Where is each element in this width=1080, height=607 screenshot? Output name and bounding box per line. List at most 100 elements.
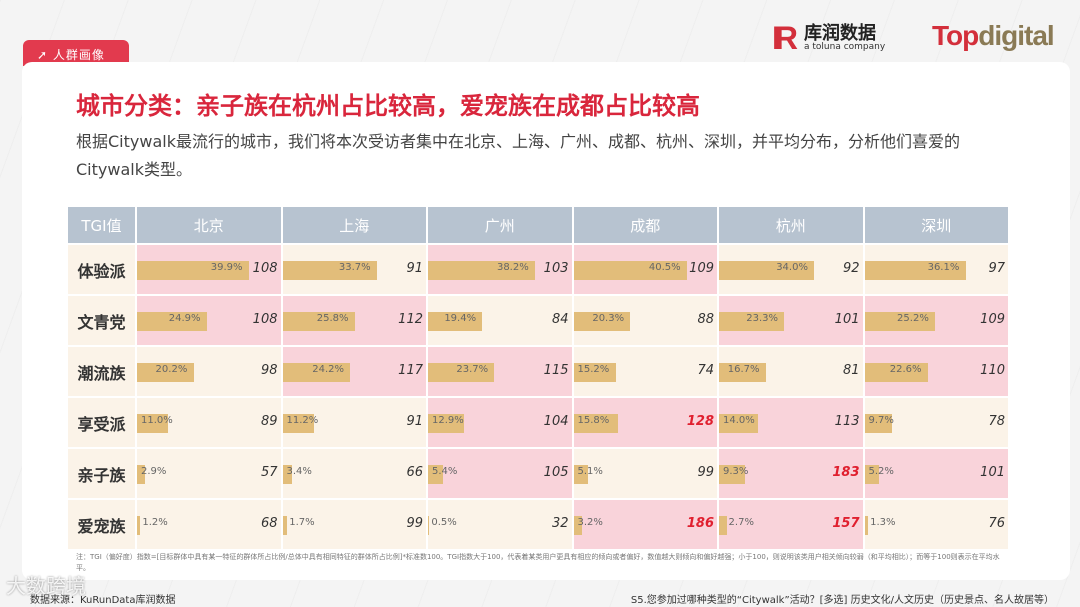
percent-bar [719,261,815,280]
percent-label: 5.2% [868,466,894,477]
data-cell: 24.9% 108 [135,296,281,345]
data-cell: 22.6% 110 [862,347,1008,396]
data-cell: 5.1% 99 [571,449,717,498]
percent-label: 11.0% [141,415,173,426]
data-cell: 25.2% 109 [862,296,1008,345]
data-cell: 20.3% 88 [571,296,717,345]
tgi-value: 68 [260,516,278,531]
percent-bar [282,414,314,433]
topdigital-logo: Top digital [932,20,1055,51]
percent-label: 24.2% [312,364,345,375]
percent-label: 16.7% [727,364,760,375]
data-cell: 36.1% 97 [862,245,1008,294]
watermark: 大数跨境 [6,574,86,598]
percent-bar [428,363,495,382]
percent-label: 25.8% [316,313,349,324]
percent-bar [719,516,727,535]
percent-label: 0.5% [431,517,457,528]
tgi-value: 81 [842,363,860,378]
tgi-value: 66 [406,465,423,480]
page-title: 城市分类：亲子族在杭州占比较高，爱宠族在成都占比较高 [76,92,700,120]
percent-label: 36.1% [927,262,960,273]
percent-bar [573,465,588,484]
percent-label: 5.4% [432,466,458,477]
percent-bar [573,516,583,535]
tgi-value: 110 [980,363,1005,378]
data-cell: 16.7% 81 [717,347,863,396]
data-cell: 1.7% 99 [280,500,426,549]
percent-bar [864,516,869,535]
data-cell: 15.8% 128 [571,398,717,447]
row-label: 体验派 [68,245,135,294]
percent-bar [137,312,207,331]
percent-bar [573,363,617,382]
percent-label: 22.6% [889,364,922,375]
percent-bar [137,363,194,382]
tgi-value: 109 [980,312,1005,327]
percent-label: 33.7% [338,262,371,273]
percent-label: 24.9% [168,313,201,324]
city-header: 北京 [135,207,281,243]
data-cell: 5.4% 105 [426,449,572,498]
data-cell: 1.3% 76 [862,500,1008,549]
data-cell: 12.9% 104 [426,398,572,447]
tgi-value: 84 [551,312,569,327]
data-cell: 9.7% 78 [862,398,1008,447]
percent-label: 19.4% [444,313,477,324]
tgi-value: 99 [697,465,714,480]
data-cell: 5.2% 101 [862,449,1008,498]
section-tag: ➚ 人群画像 [23,40,129,66]
data-cell: 15.2% 74 [571,347,717,396]
tgi-value: 157 [832,516,860,531]
tgi-value: 109 [689,261,714,276]
description: 根据Citywalk最流行的城市，我们将本次受访者集中在北京、上海、广州、成都、… [76,132,960,179]
data-cell: 2.9% 57 [135,449,281,498]
tgi-value: 32 [551,516,569,531]
data-cell: 19.4% 84 [426,296,572,345]
percent-label: 23.3% [746,313,779,324]
row-label: 潮流族 [68,347,135,396]
data-cell: 1.2% 68 [135,500,281,549]
percent-bar [719,363,766,382]
tgi-value: 89 [260,414,278,429]
row-label: 爱宠族 [68,500,135,549]
percent-bar [573,414,618,433]
percent-label: 2.9% [141,466,167,477]
tgi-value: 78 [988,414,1005,429]
percent-bar [282,312,355,331]
table-row: 体验派 39.9% 108 33.7% 91 38.2% 103 40.5% 109 34.0% 9… [68,245,1008,294]
row-label: 文青党 [68,296,135,345]
tgi-value: 101 [980,465,1005,480]
tgi-value: 76 [988,516,1005,531]
percent-bar [282,516,288,535]
percent-bar [428,465,444,484]
percent-label: 25.2% [897,313,929,324]
data-cell: 11.2% 91 [280,398,426,447]
tgi-table: TGI值 北京 上海 广州 成都 杭州 深圳 体验派 39.9% 108 33.7% 91 38.2% 1… [68,205,1008,551]
tgi-value: 74 [697,363,714,378]
percent-label: 12.9% [432,415,464,426]
percent-label: 15.2% [577,364,610,375]
tgi-value: 88 [697,312,714,327]
row-label: 亲子族 [68,449,135,498]
tgi-value: 128 [686,414,714,429]
tgi-value: 104 [543,414,569,429]
percent-bar [282,261,377,280]
table-row: 文青党 24.9% 108 25.8% 112 19.4% 84 20.3% 88 23.3% 10… [68,296,1008,345]
percent-label: 9.3% [723,466,749,477]
percent-bar [137,465,146,484]
percent-bar [428,312,483,331]
tgi-value: 183 [832,465,860,480]
city-header: 深圳 [862,207,1008,243]
tgi-value: 186 [686,516,714,531]
city-header: 上海 [280,207,426,243]
table-row: 亲子族 2.9% 57 3.4% 66 5.4% 105 5.1% 99 9.3% 183 5.2% 1… [68,449,1008,498]
data-cell: 9.3% 183 [717,449,863,498]
kurun-logo: IR 库润数据 a toluna company [772,20,886,56]
tgi-value: 105 [543,465,569,480]
data-source: 数据来源：KuRunData库润数据 [30,595,176,606]
footnote: 注：TGI（偏好度）指数=[目标群体中具有某一特征的群体所占比例/总体中具有相同… [76,553,1000,572]
percent-bar [428,516,430,535]
percent-label: 15.8% [577,415,610,426]
data-cell: 25.8% 112 [280,296,426,345]
